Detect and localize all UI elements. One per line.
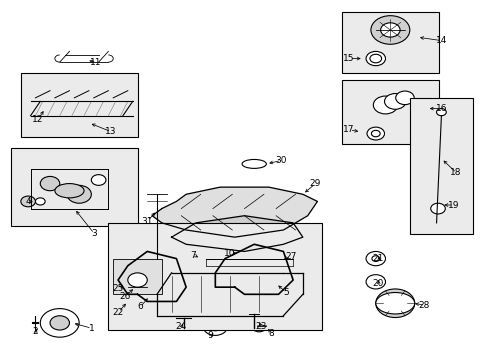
Text: 18: 18: [449, 168, 461, 177]
Text: 6: 6: [137, 302, 142, 311]
Circle shape: [177, 274, 195, 287]
Text: 14: 14: [435, 36, 446, 45]
Circle shape: [248, 297, 260, 306]
Circle shape: [21, 196, 35, 207]
Circle shape: [366, 251, 385, 266]
Text: 20: 20: [372, 279, 383, 288]
FancyBboxPatch shape: [21, 73, 137, 137]
FancyBboxPatch shape: [11, 148, 137, 226]
Text: 7: 7: [190, 251, 196, 260]
FancyBboxPatch shape: [341, 80, 438, 144]
Circle shape: [203, 296, 217, 307]
Text: 9: 9: [207, 331, 213, 340]
FancyBboxPatch shape: [409, 98, 472, 234]
Circle shape: [196, 291, 224, 312]
Text: 5: 5: [283, 288, 288, 297]
Circle shape: [91, 175, 106, 185]
Text: 13: 13: [105, 127, 116, 136]
Text: 1: 1: [88, 324, 94, 333]
Circle shape: [50, 316, 69, 330]
Circle shape: [370, 16, 409, 44]
Ellipse shape: [242, 159, 266, 168]
Circle shape: [222, 244, 246, 262]
Ellipse shape: [55, 184, 84, 198]
Circle shape: [430, 203, 445, 214]
Circle shape: [242, 293, 266, 310]
Circle shape: [384, 94, 405, 109]
Text: 19: 19: [447, 201, 458, 210]
Text: 31: 31: [141, 217, 153, 226]
FancyBboxPatch shape: [341, 12, 438, 73]
Text: 26: 26: [120, 292, 131, 301]
Text: 4: 4: [25, 197, 31, 206]
Text: 2: 2: [33, 327, 38, 336]
Circle shape: [380, 23, 399, 37]
Circle shape: [191, 251, 210, 266]
Circle shape: [372, 96, 397, 114]
Text: 25: 25: [112, 284, 123, 293]
Circle shape: [366, 127, 384, 140]
Circle shape: [395, 91, 413, 105]
Text: 29: 29: [309, 179, 320, 188]
Circle shape: [366, 51, 385, 66]
Circle shape: [369, 54, 381, 63]
Circle shape: [169, 267, 203, 293]
Text: 10: 10: [224, 249, 235, 258]
Text: 11: 11: [90, 58, 102, 67]
Circle shape: [203, 318, 227, 336]
Circle shape: [35, 198, 45, 205]
Circle shape: [209, 322, 221, 331]
Circle shape: [40, 176, 60, 191]
FancyBboxPatch shape: [113, 258, 162, 294]
Circle shape: [375, 289, 414, 318]
Circle shape: [67, 185, 91, 203]
Text: 23: 23: [255, 322, 266, 331]
Text: 15: 15: [343, 54, 354, 63]
Text: 30: 30: [275, 156, 286, 165]
Text: 21: 21: [372, 254, 383, 263]
Polygon shape: [171, 216, 302, 251]
Circle shape: [436, 109, 446, 116]
Circle shape: [40, 309, 79, 337]
Polygon shape: [152, 187, 317, 237]
Ellipse shape: [375, 293, 414, 314]
FancyBboxPatch shape: [108, 223, 322, 330]
Text: 28: 28: [418, 301, 429, 310]
Text: 24: 24: [175, 322, 186, 331]
Text: 3: 3: [91, 229, 97, 238]
Text: 12: 12: [32, 115, 43, 124]
Circle shape: [366, 275, 385, 289]
Text: 16: 16: [435, 104, 446, 113]
Text: 22: 22: [112, 308, 123, 317]
Text: 27: 27: [285, 252, 296, 261]
Circle shape: [127, 273, 147, 287]
Circle shape: [371, 256, 379, 261]
Circle shape: [371, 130, 379, 137]
Circle shape: [251, 321, 266, 332]
Text: 17: 17: [343, 126, 354, 135]
Text: 8: 8: [268, 329, 274, 338]
